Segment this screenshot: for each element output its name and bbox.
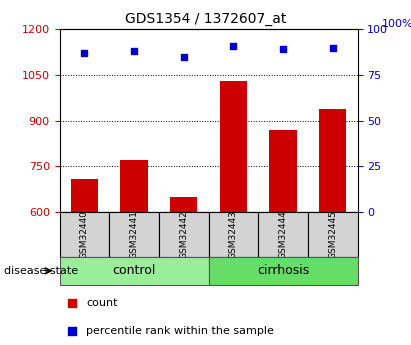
Bar [170,197,197,212]
Point [68,328,75,334]
Bar [270,130,297,212]
Text: control: control [112,264,156,277]
Point [131,49,137,54]
Bar [308,212,358,257]
Point [180,54,187,59]
Text: GSM32444: GSM32444 [279,210,288,259]
Text: disease state: disease state [4,266,78,276]
Text: GSM32445: GSM32445 [328,210,337,259]
Text: GSM32441: GSM32441 [129,210,139,259]
Bar [60,257,209,285]
Bar [120,160,148,212]
Text: GSM32443: GSM32443 [229,210,238,259]
Bar [208,212,258,257]
Point [230,43,237,49]
Bar [60,212,109,257]
Text: GSM32440: GSM32440 [80,210,89,259]
Text: GDS1354 / 1372607_at: GDS1354 / 1372607_at [125,12,286,26]
Point [280,47,286,52]
Text: cirrhosis: cirrhosis [257,264,309,277]
Text: 100%: 100% [381,19,411,29]
Text: count: count [86,298,118,308]
Point [68,300,75,306]
Bar [319,109,346,212]
Bar [159,212,208,257]
Text: GSM32442: GSM32442 [179,210,188,259]
Text: percentile rank within the sample: percentile rank within the sample [86,326,274,336]
Bar [109,212,159,257]
Bar [71,179,98,212]
Bar [208,257,358,285]
Bar [220,81,247,212]
Point [330,45,336,50]
Bar [258,212,308,257]
Point [81,50,88,56]
